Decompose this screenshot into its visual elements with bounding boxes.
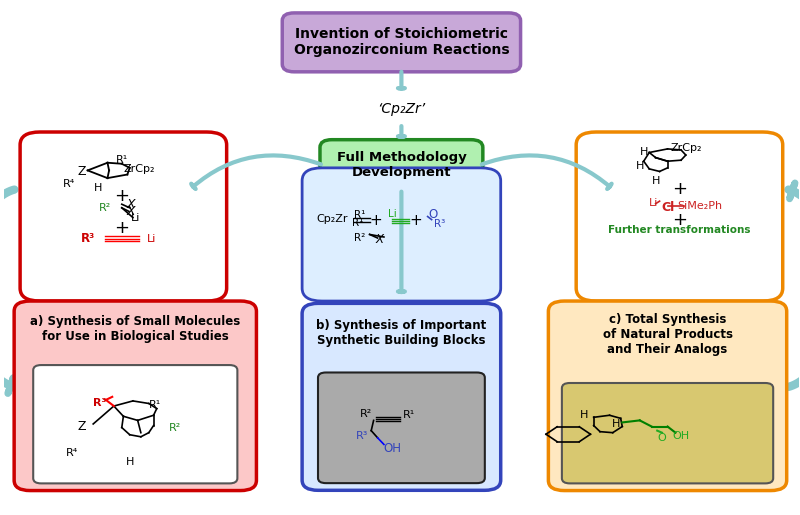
Text: Full Methodology
Development: Full Methodology Development [337, 151, 466, 179]
Text: c) Total Synthesis
of Natural Products
and Their Analogs: c) Total Synthesis of Natural Products a… [602, 313, 733, 356]
FancyBboxPatch shape [318, 372, 485, 483]
Text: Cl: Cl [662, 201, 675, 214]
Text: Z: Z [78, 420, 86, 433]
Text: Li: Li [146, 233, 156, 244]
FancyBboxPatch shape [14, 301, 257, 491]
Text: Li: Li [130, 213, 140, 222]
Text: Cp₂Zr: Cp₂Zr [317, 214, 348, 224]
Text: H: H [580, 410, 588, 420]
Text: R¹: R¹ [403, 410, 415, 420]
Text: Z: Z [78, 165, 86, 178]
Text: R⁴: R⁴ [63, 179, 75, 189]
Text: H: H [639, 147, 648, 157]
Text: Invention of Stoichiometric
Organozirconium Reactions: Invention of Stoichiometric Organozircon… [294, 27, 510, 58]
Text: R²: R² [99, 203, 111, 213]
Text: +: + [114, 219, 130, 237]
Text: H: H [651, 176, 660, 186]
Text: OH: OH [383, 441, 401, 455]
Text: b) Synthesis of Important
Synthetic Building Blocks: b) Synthesis of Important Synthetic Buil… [316, 319, 486, 347]
Text: +: + [672, 211, 687, 229]
Text: a) Synthesis of Small Molecules
for Use in Biological Studies: a) Synthesis of Small Molecules for Use … [30, 315, 241, 343]
Text: X: X [376, 233, 384, 246]
Text: ZrCp₂: ZrCp₂ [123, 164, 155, 175]
FancyBboxPatch shape [302, 303, 501, 490]
Text: OH: OH [673, 431, 690, 441]
Text: SiMe₂Ph: SiMe₂Ph [678, 201, 722, 211]
Text: +: + [370, 213, 382, 228]
Text: R¹: R¹ [149, 400, 162, 410]
Text: X: X [127, 198, 136, 211]
Text: H: H [126, 457, 134, 468]
Text: O: O [429, 208, 438, 221]
FancyBboxPatch shape [320, 140, 483, 191]
FancyBboxPatch shape [282, 13, 521, 72]
FancyBboxPatch shape [302, 168, 501, 301]
Text: +: + [672, 180, 687, 198]
Text: O: O [658, 433, 666, 443]
Text: Li: Li [387, 210, 396, 219]
FancyBboxPatch shape [548, 301, 786, 491]
Text: R²: R² [169, 423, 181, 433]
Text: R³: R³ [93, 399, 106, 408]
FancyBboxPatch shape [34, 365, 238, 484]
Text: R⁴: R⁴ [66, 448, 78, 458]
Text: +: + [114, 187, 130, 205]
Text: H: H [612, 420, 620, 430]
Text: R³: R³ [81, 232, 94, 245]
FancyBboxPatch shape [20, 132, 226, 301]
Text: R¹: R¹ [354, 210, 365, 220]
FancyBboxPatch shape [562, 383, 773, 484]
Text: ZrCp₂: ZrCp₂ [670, 143, 702, 153]
Text: R¹: R¹ [116, 155, 128, 165]
Text: R³: R³ [355, 431, 368, 441]
Text: +: + [410, 213, 422, 228]
Text: Li: Li [650, 198, 658, 208]
Text: X: X [127, 205, 136, 218]
Text: R²: R² [354, 233, 366, 243]
Text: H: H [635, 161, 644, 171]
Text: Further transformations: Further transformations [608, 226, 750, 235]
Text: R²: R² [359, 409, 372, 419]
FancyBboxPatch shape [576, 132, 782, 301]
Text: ‘Cp₂Zr’: ‘Cp₂Zr’ [378, 102, 426, 116]
Text: R³: R³ [434, 219, 445, 229]
Text: H: H [94, 183, 102, 193]
Text: R¹: R¹ [352, 218, 363, 228]
